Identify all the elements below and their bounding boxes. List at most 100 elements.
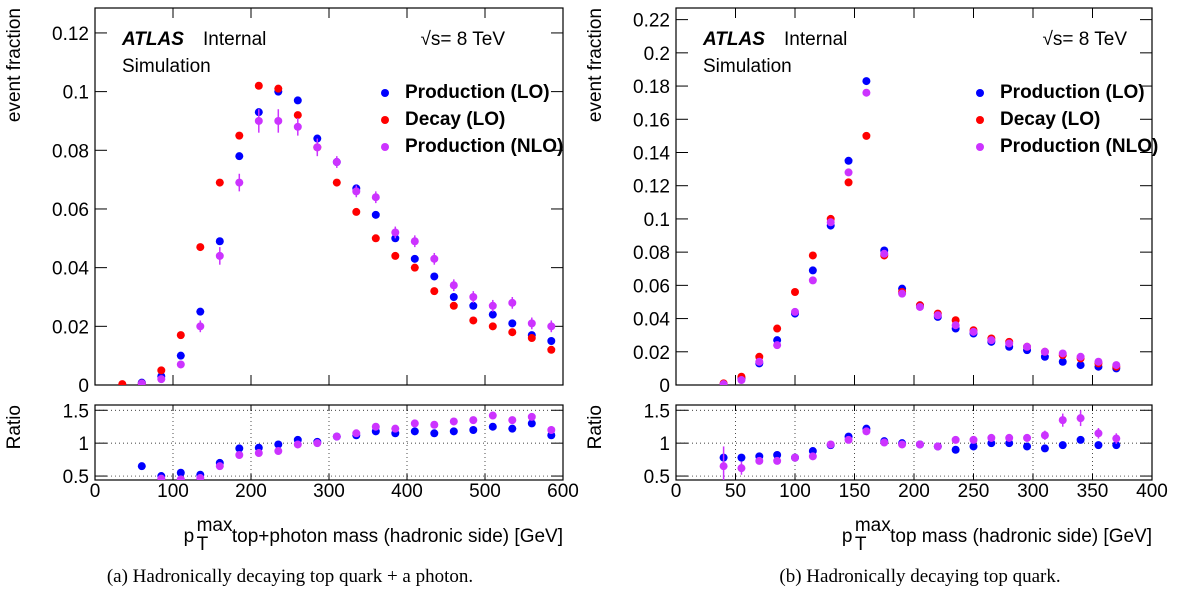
data-point xyxy=(1112,441,1121,450)
data-point xyxy=(469,292,478,301)
legend-label: Decay (LO) xyxy=(405,109,505,130)
x-axis-label: top+photon mass (hadronic side) [GeV] xyxy=(227,526,563,547)
legend-marker xyxy=(381,116,389,124)
y-tick-label: 0.5 xyxy=(63,467,89,488)
x-axis-label: p xyxy=(184,526,195,547)
data-point xyxy=(469,426,478,434)
y-tick-label: 0.04 xyxy=(633,310,670,331)
y-tick-label: 0.08 xyxy=(633,243,670,264)
data-point xyxy=(293,111,302,120)
legend-label: Production (LO) xyxy=(405,82,550,103)
data-point xyxy=(254,449,263,458)
data-point xyxy=(391,251,400,260)
x-tick-label: 500 xyxy=(469,481,501,502)
x-tick-label: 350 xyxy=(1077,481,1109,502)
data-point xyxy=(352,187,361,196)
data-point xyxy=(1023,433,1032,442)
data-point xyxy=(196,307,205,316)
data-point xyxy=(898,440,907,449)
data-point xyxy=(391,424,400,433)
data-point xyxy=(1112,361,1121,370)
data-point xyxy=(274,447,283,456)
legend-label: Production (NLO) xyxy=(1000,136,1158,157)
y-tick-label: 0.04 xyxy=(52,259,89,280)
data-point xyxy=(274,116,283,125)
data-point xyxy=(508,319,517,328)
x-tick-label: 400 xyxy=(1136,481,1168,502)
markers xyxy=(137,411,556,480)
y-axis-label: Ratio xyxy=(4,405,25,449)
data-point xyxy=(332,432,341,441)
data-point xyxy=(430,429,439,438)
data-point xyxy=(987,433,996,442)
data-point xyxy=(449,301,458,310)
data-point xyxy=(773,456,782,465)
data-point xyxy=(410,427,419,436)
data-point xyxy=(176,351,185,360)
data-point xyxy=(430,254,439,263)
data-point xyxy=(808,266,817,275)
data-point xyxy=(1058,349,1067,358)
data-point xyxy=(1023,442,1032,451)
y-tick-label: 0 xyxy=(659,376,670,397)
data-point xyxy=(737,376,746,385)
data-point xyxy=(791,453,799,462)
data-point xyxy=(488,422,497,431)
data-point xyxy=(862,131,871,140)
data-point xyxy=(915,302,924,311)
data-point xyxy=(933,442,942,451)
data-point xyxy=(137,379,146,385)
data-point xyxy=(391,228,400,237)
data-point xyxy=(862,88,871,97)
x-tick-label: 100 xyxy=(157,481,189,502)
y-tick-label: 1.5 xyxy=(644,401,670,422)
data-point xyxy=(313,439,322,448)
data-point xyxy=(410,263,419,272)
data-point xyxy=(508,328,517,337)
legend-marker xyxy=(381,143,389,151)
data-point xyxy=(915,440,924,449)
data-point xyxy=(254,81,263,90)
data-point xyxy=(1058,416,1067,425)
data-point xyxy=(844,168,853,177)
data-point xyxy=(118,380,127,385)
data-point xyxy=(371,234,380,243)
data-point xyxy=(1076,352,1085,361)
data-point xyxy=(547,322,556,331)
data-point xyxy=(176,331,185,340)
data-point xyxy=(969,435,978,444)
data-point xyxy=(1040,431,1049,440)
legend-label: Decay (LO) xyxy=(1000,109,1100,130)
data-point xyxy=(1094,441,1103,450)
data-point xyxy=(808,276,817,285)
x-tick-label: 250 xyxy=(958,481,990,502)
data-point xyxy=(274,84,283,93)
data-point xyxy=(880,438,889,447)
data-point xyxy=(430,420,439,429)
y-tick-label: 0.18 xyxy=(633,77,670,98)
data-point xyxy=(196,474,205,480)
data-point xyxy=(1076,414,1085,423)
data-point xyxy=(157,474,166,480)
legend-marker xyxy=(976,143,984,151)
data-point xyxy=(488,310,497,319)
sample-label: Simulation xyxy=(122,56,211,77)
x-tick-label: 300 xyxy=(1017,481,1049,502)
legend-label: Production (LO) xyxy=(1000,82,1145,103)
y-tick-label: 0.06 xyxy=(633,276,670,297)
data-point xyxy=(773,324,782,333)
data-point xyxy=(488,411,497,420)
x-tick-label: 600 xyxy=(547,481,579,502)
data-point xyxy=(352,429,361,438)
y-tick-label: 0.12 xyxy=(52,24,89,45)
data-point xyxy=(719,462,728,471)
data-point xyxy=(469,416,478,425)
data-point xyxy=(969,442,978,451)
data-point xyxy=(1094,429,1103,438)
data-point xyxy=(791,287,799,296)
data-point xyxy=(274,440,283,449)
data-point xyxy=(880,249,889,258)
data-point xyxy=(844,435,853,444)
data-point xyxy=(755,456,764,465)
data-point xyxy=(844,156,853,165)
